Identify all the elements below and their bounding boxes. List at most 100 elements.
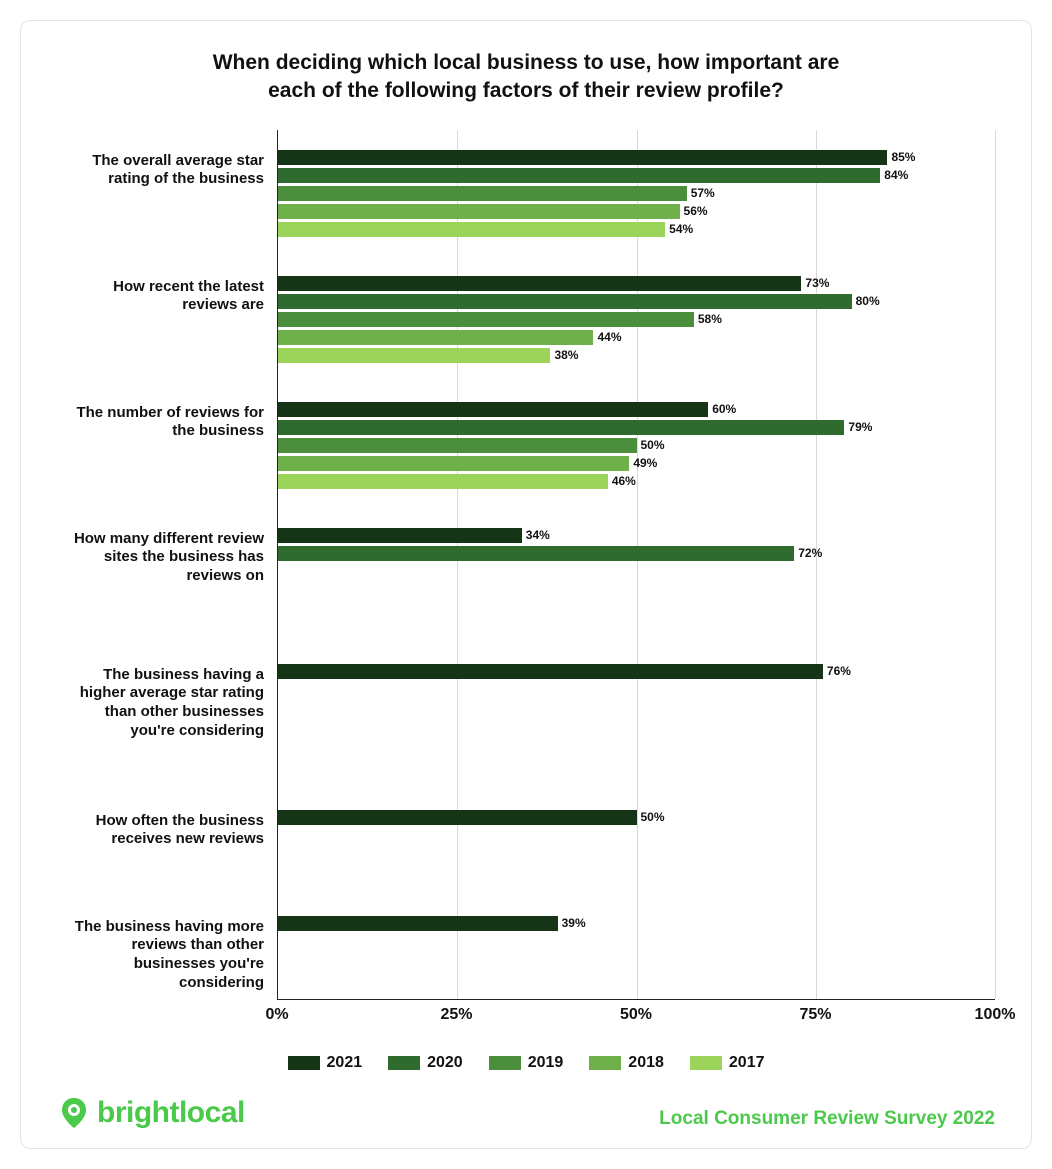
legend: 2021 2020 2019 2018 2017 <box>57 1054 995 1072</box>
bar: 50% <box>278 438 637 453</box>
chart-grid: The overall average star rating of the b… <box>57 130 995 1030</box>
bar-row: 84% <box>278 168 995 183</box>
plot-area: The overall average star rating of the b… <box>277 130 995 1000</box>
survey-name: Local Consumer Review Survey 2022 <box>659 1108 995 1130</box>
legend-swatch <box>589 1056 621 1070</box>
bar-row: 54% <box>278 222 995 237</box>
bar-row: 76% <box>278 664 995 679</box>
legend-label: 2019 <box>528 1054 564 1072</box>
bars-holder: 73% 80% 58% 44% 38% <box>278 276 995 363</box>
bar-value-label: 80% <box>852 294 880 308</box>
category-label: The business having more reviews than ot… <box>58 918 278 993</box>
bar-group: The business having a higher average sta… <box>278 664 995 682</box>
x-axis-ticks: 0%25%50%75%100% <box>277 1000 995 1030</box>
legend-item: 2021 <box>288 1054 363 1072</box>
category-label: The number of reviews for the business <box>58 404 278 442</box>
legend-label: 2017 <box>729 1054 765 1072</box>
bar-value-label: 54% <box>665 222 693 236</box>
bar-value-label: 84% <box>880 168 908 182</box>
gridline <box>457 130 458 999</box>
bar-row: 50% <box>278 810 995 825</box>
legend-swatch <box>388 1056 420 1070</box>
bars-holder: 50% <box>278 810 995 825</box>
bar-value-label: 72% <box>794 546 822 560</box>
chart-card: When deciding which local business to us… <box>20 20 1032 1149</box>
bar-row: 80% <box>278 294 995 309</box>
bar-value-label: 44% <box>593 330 621 344</box>
brand-logo: brightlocal <box>57 1096 245 1130</box>
x-tick-label: 100% <box>975 1006 1016 1024</box>
legend-item: 2017 <box>690 1054 765 1072</box>
bar-value-label: 56% <box>680 204 708 218</box>
bar: 84% <box>278 168 880 183</box>
x-tick-label: 25% <box>440 1006 472 1024</box>
bar-row: 38% <box>278 348 995 363</box>
bar-row: 34% <box>278 528 995 543</box>
bars-holder: 34% 72% <box>278 528 995 561</box>
bars-holder: 60% 79% 50% 49% 46% <box>278 402 995 489</box>
chart-title: When deciding which local business to us… <box>186 49 866 106</box>
x-tick-label: 75% <box>799 1006 831 1024</box>
bar-row: 56% <box>278 204 995 219</box>
brand-pin-icon <box>57 1096 91 1130</box>
bars-holder: 39% <box>278 916 995 931</box>
gridline <box>816 130 817 999</box>
bar: 34% <box>278 528 522 543</box>
bar-value-label: 85% <box>887 150 915 164</box>
bar-value-label: 50% <box>637 810 665 824</box>
bar-row: 85% <box>278 150 995 165</box>
bar-row: 50% <box>278 438 995 453</box>
bar-value-label: 39% <box>558 916 586 930</box>
bar: 54% <box>278 222 665 237</box>
bar: 57% <box>278 186 687 201</box>
bar-row: 79% <box>278 420 995 435</box>
bar-value-label: 34% <box>522 528 550 542</box>
bar-value-label: 50% <box>637 438 665 452</box>
bar-row: 39% <box>278 916 995 931</box>
bar-row: 58% <box>278 312 995 327</box>
legend-label: 2020 <box>427 1054 463 1072</box>
bar-value-label: 58% <box>694 312 722 326</box>
bar-value-label: 73% <box>801 276 829 290</box>
plot-wrap: The overall average star rating of the b… <box>277 130 995 1030</box>
bar: 85% <box>278 150 887 165</box>
legend-item: 2020 <box>388 1054 463 1072</box>
bar-row: 49% <box>278 456 995 471</box>
bar: 46% <box>278 474 608 489</box>
legend-label: 2018 <box>628 1054 664 1072</box>
bar: 73% <box>278 276 801 291</box>
bar: 38% <box>278 348 550 363</box>
category-label: How many different review sites the busi… <box>58 530 278 586</box>
bar-group: The business having more reviews than ot… <box>278 916 995 934</box>
bar-row: 72% <box>278 546 995 561</box>
bar-row: 46% <box>278 474 995 489</box>
bar-row: 44% <box>278 330 995 345</box>
legend-swatch <box>288 1056 320 1070</box>
bar: 80% <box>278 294 852 309</box>
bar-group: How many different review sites the busi… <box>278 528 995 564</box>
bar-group: The number of reviews for the business60… <box>278 402 995 492</box>
legend-label: 2021 <box>327 1054 363 1072</box>
bar-value-label: 79% <box>844 420 872 434</box>
bar-value-label: 60% <box>708 402 736 416</box>
x-tick-label: 50% <box>620 1006 652 1024</box>
bars-holder: 85% 84% 57% 56% 54% <box>278 150 995 237</box>
category-label: How often the business receives new revi… <box>58 812 278 850</box>
bar: 79% <box>278 420 844 435</box>
gridline <box>995 130 996 999</box>
bar-value-label: 76% <box>823 664 851 678</box>
category-label: The overall average star rating of the b… <box>58 152 278 190</box>
gridline <box>637 130 638 999</box>
bar: 50% <box>278 810 637 825</box>
bar: 72% <box>278 546 794 561</box>
bar-group: How recent the latest reviews are73%80%5… <box>278 276 995 366</box>
bar: 60% <box>278 402 708 417</box>
bar: 49% <box>278 456 629 471</box>
category-label: How recent the latest reviews are <box>58 278 278 316</box>
bar-value-label: 49% <box>629 456 657 470</box>
bar-group: How often the business receives new revi… <box>278 810 995 828</box>
brand-name: brightlocal <box>97 1096 245 1130</box>
chart-footer: brightlocal Local Consumer Review Survey… <box>57 1096 995 1130</box>
bar: 58% <box>278 312 694 327</box>
legend-item: 2019 <box>489 1054 564 1072</box>
